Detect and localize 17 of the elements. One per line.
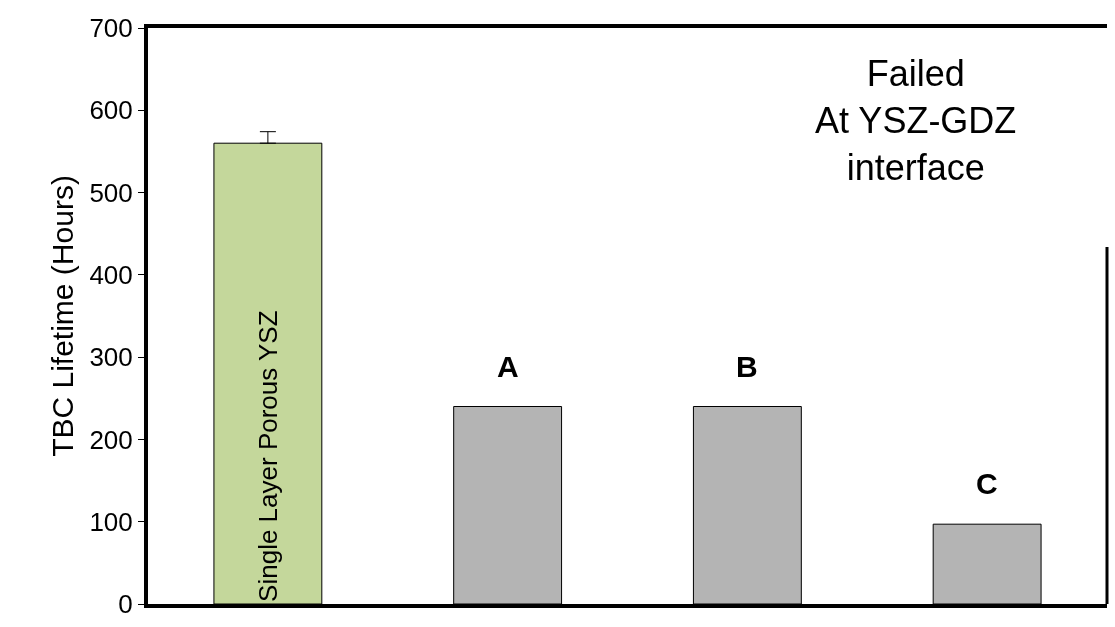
bar	[453, 406, 563, 604]
y-tick-label: 300	[89, 342, 133, 373]
annotation: Failed At YSZ-GDZ interface	[815, 53, 1017, 188]
y-tick-label: 200	[89, 424, 133, 455]
x-tick-label: Single Layer Porous YSZ	[252, 310, 283, 602]
y-tick-label: 600	[89, 95, 133, 126]
y-axis-title: TBC Lifetime (Hours)	[45, 175, 79, 457]
y-tick-label: 100	[89, 506, 133, 537]
y-tick-label: 400	[89, 259, 133, 290]
x-tick-label: C	[976, 467, 998, 500]
x-tick-label: B	[736, 350, 758, 383]
bar	[932, 523, 1042, 604]
y-tick-label: 0	[118, 589, 133, 620]
y-tick-label: 500	[89, 177, 133, 208]
bar	[692, 406, 802, 604]
x-tick-label: A	[497, 350, 519, 383]
y-tick-label: 700	[89, 13, 133, 44]
